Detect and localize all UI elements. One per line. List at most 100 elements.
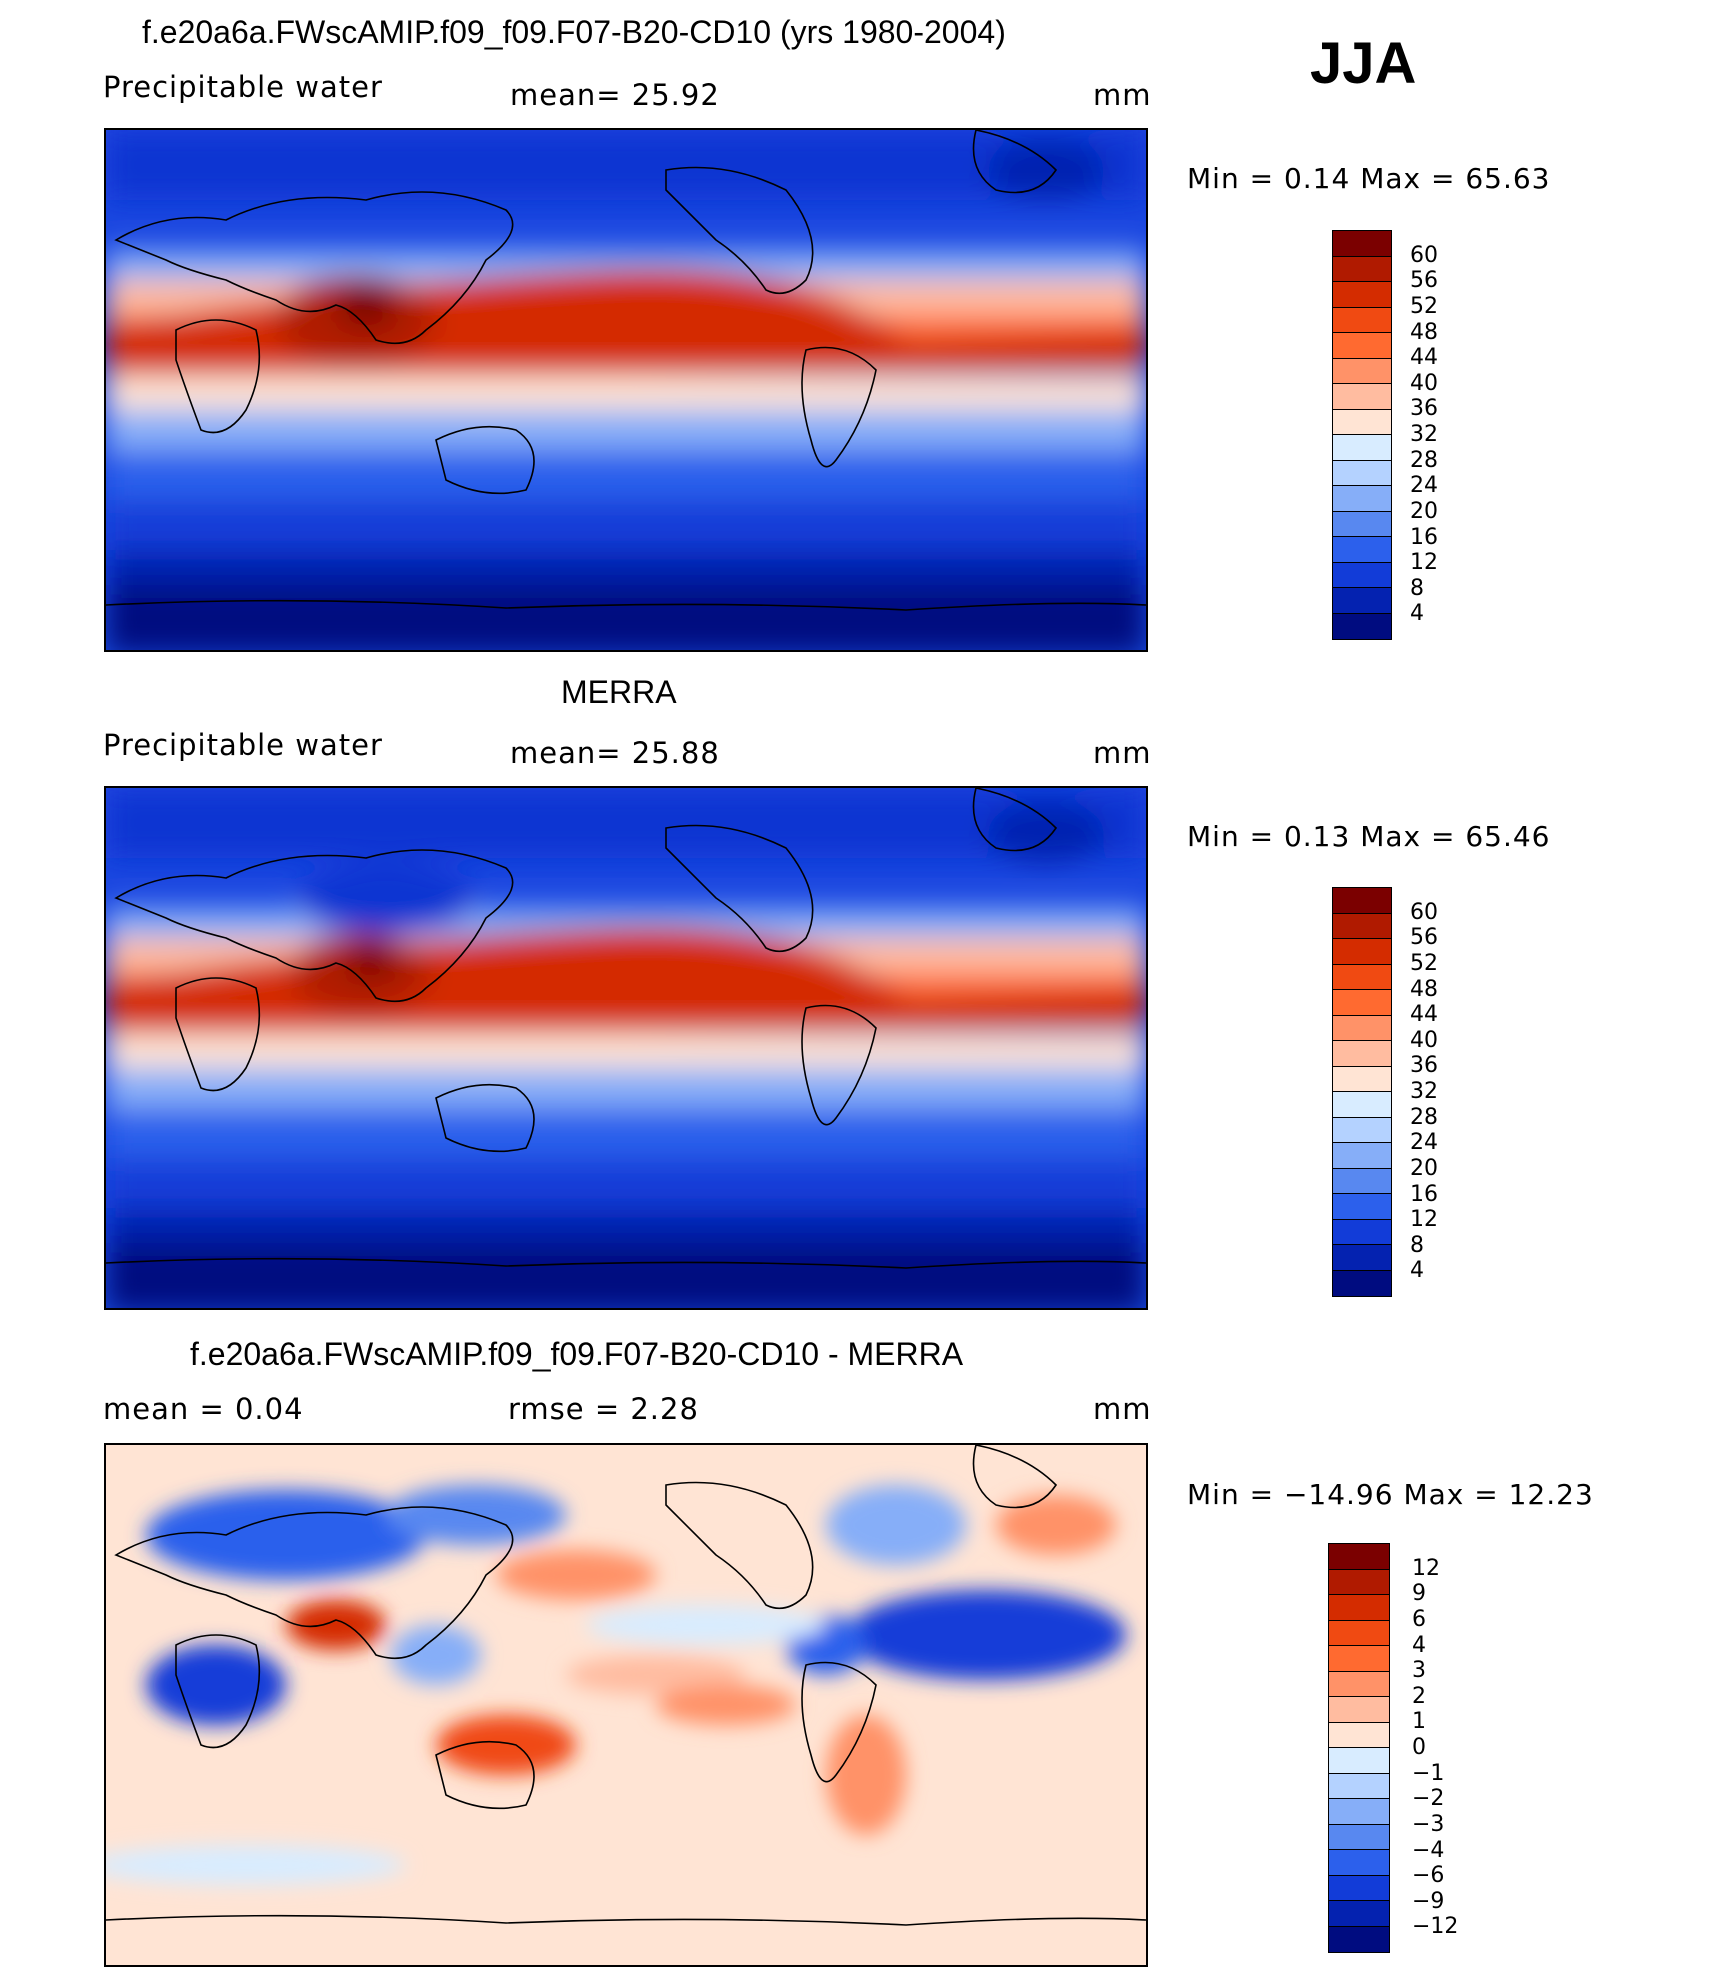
colorbar-swatch [1333,964,1391,990]
colorbar-swatch [1333,1270,1391,1296]
colorbar-swatch [1333,384,1391,410]
colorbar-swatch [1333,282,1391,308]
season-label: JJA [1310,31,1417,96]
map-obs [104,786,1148,1310]
colorbar-tick-label: 44 [1410,1002,1438,1028]
colorbar-tick-label: 32 [1410,1079,1438,1104]
colorbar-tick-label: 56 [1410,268,1438,294]
colorbar-tick-label: 40 [1410,370,1438,396]
colorbar-swatch [1333,307,1391,333]
colorbar-tick-label: 48 [1410,319,1438,345]
colorbar-tick-label: −6 [1412,1863,1445,1889]
colorbar-swatch [1333,231,1391,257]
colorbar-swatch [1333,939,1391,965]
colorbar-tick-label: 4 [1410,601,1424,627]
colorbar-tick-label: 12 [1410,1207,1438,1233]
colorbar-swatch [1333,435,1391,461]
panel-title-model: f.e20a6a.FWscAMIP.f09_f09.F07-B20-CD10 (… [142,14,1006,50]
colorbar-swatch [1329,1824,1389,1850]
rmse-label-diff: rmse = 2.28 [508,1392,699,1426]
colorbar-tick-label: 60 [1410,242,1438,268]
colorbar-swatch [1329,1697,1389,1723]
colorbar-tick-label: 4 [1410,1258,1424,1284]
variable-label-obs: Precipitable water [103,728,383,762]
colorbar-ticks-obs: 60 56 52 48 44 40 36 32 28 24 20 16 12 8 4 [1410,887,1470,1297]
colorbar-swatch [1333,1117,1391,1143]
colorbar-swatch [1329,1722,1389,1748]
colorbar-swatch [1329,1671,1389,1697]
colorbar-swatch [1329,1875,1389,1901]
colorbar-swatch [1329,1595,1389,1621]
units-label-diff: mm [1093,1392,1152,1426]
colorbar-tick-label: 40 [1410,1027,1438,1053]
colorbar-tick-label: 8 [1410,575,1424,601]
colorbar-tick-label: 52 [1410,293,1438,319]
colorbar-tick-label: 12 [1410,550,1438,576]
colorbar-swatch [1329,1901,1389,1927]
colorbar-swatch [1333,1194,1391,1220]
colorbar-tick-label: −9 [1412,1888,1445,1914]
colorbar-swatch [1329,1850,1389,1876]
colorbar-tick-label: 36 [1410,396,1438,422]
minmax-label-model: Min = 0.14 Max = 65.63 [1187,162,1551,195]
panel-title-obs: MERRA [561,674,677,710]
colorbar-tick-label: 60 [1410,899,1438,925]
colorbar-tick-label: 20 [1410,498,1438,524]
colorbar-swatch [1333,990,1391,1016]
colorbar-swatch [1329,1926,1389,1952]
colorbar-tick-label: 52 [1410,950,1438,976]
colorbar-diff [1328,1543,1390,1953]
colorbar-swatch [1333,1143,1391,1169]
colorbar-swatch [1333,1015,1391,1041]
colorbar-swatch [1333,256,1391,282]
colorbar-tick-label: 9 [1412,1581,1426,1607]
mean-label-diff: mean = 0.04 [103,1392,304,1426]
colorbar-tick-label: 28 [1410,1104,1438,1130]
colorbar-swatch [1333,1092,1391,1118]
mean-label-obs: mean= 25.88 [510,736,720,770]
colorbar-swatch [1333,562,1391,588]
colorbar-swatch [1333,1219,1391,1245]
colorbar-swatch [1329,1569,1389,1595]
colorbar-swatch [1333,460,1391,486]
colorbar-tick-label: 36 [1410,1053,1438,1079]
colorbar-tick-label: 44 [1410,345,1438,371]
minmax-label-diff: Min = −14.96 Max = 12.23 [1187,1478,1594,1511]
colorbar-tick-label: 32 [1410,422,1438,447]
colorbar-tick-label: 20 [1410,1155,1438,1181]
colorbar-tick-label: 56 [1410,925,1438,951]
colorbar-swatch [1329,1620,1389,1646]
units-label-obs: mm [1093,736,1152,770]
colorbar-obs [1332,887,1392,1297]
colorbar-swatch [1333,537,1391,563]
colorbar-swatch [1333,358,1391,384]
colorbar-swatch [1333,1245,1391,1271]
colorbar-tick-label: −2 [1412,1786,1445,1812]
colorbar-tick-label: 8 [1410,1232,1424,1258]
colorbar-swatch [1333,613,1391,639]
colorbar-tick-label: −3 [1412,1811,1445,1837]
colorbar-swatch [1329,1646,1389,1672]
colorbar-swatch [1329,1773,1389,1799]
map-diff [104,1443,1148,1967]
colorbar-ticks-diff: 12 9 6 4 3 2 1 0 −1 −2 −3 −4 −6 −9 −12 [1412,1543,1472,1953]
colorbar-swatch [1333,486,1391,512]
colorbar-tick-label: 28 [1410,447,1438,473]
colorbar-swatch [1329,1799,1389,1825]
units-label-model: mm [1093,78,1152,112]
colorbar-swatch [1333,409,1391,435]
colorbar-swatch [1329,1748,1389,1774]
mean-label-model: mean= 25.92 [510,78,720,112]
minmax-label-obs: Min = 0.13 Max = 65.46 [1187,820,1551,853]
colorbar-tick-label: 0 [1412,1735,1426,1760]
colorbar-tick-label: 1 [1412,1709,1426,1735]
map-model [104,128,1148,652]
colorbar-tick-label: 4 [1412,1632,1426,1658]
colorbar-swatch [1333,1066,1391,1092]
colorbar-swatch [1333,333,1391,359]
colorbar-tick-label: −1 [1412,1760,1445,1786]
colorbar-swatch [1333,888,1391,914]
colorbar-swatch [1333,588,1391,614]
colorbar-tick-label: 12 [1412,1555,1440,1581]
colorbar-swatch [1329,1544,1389,1570]
